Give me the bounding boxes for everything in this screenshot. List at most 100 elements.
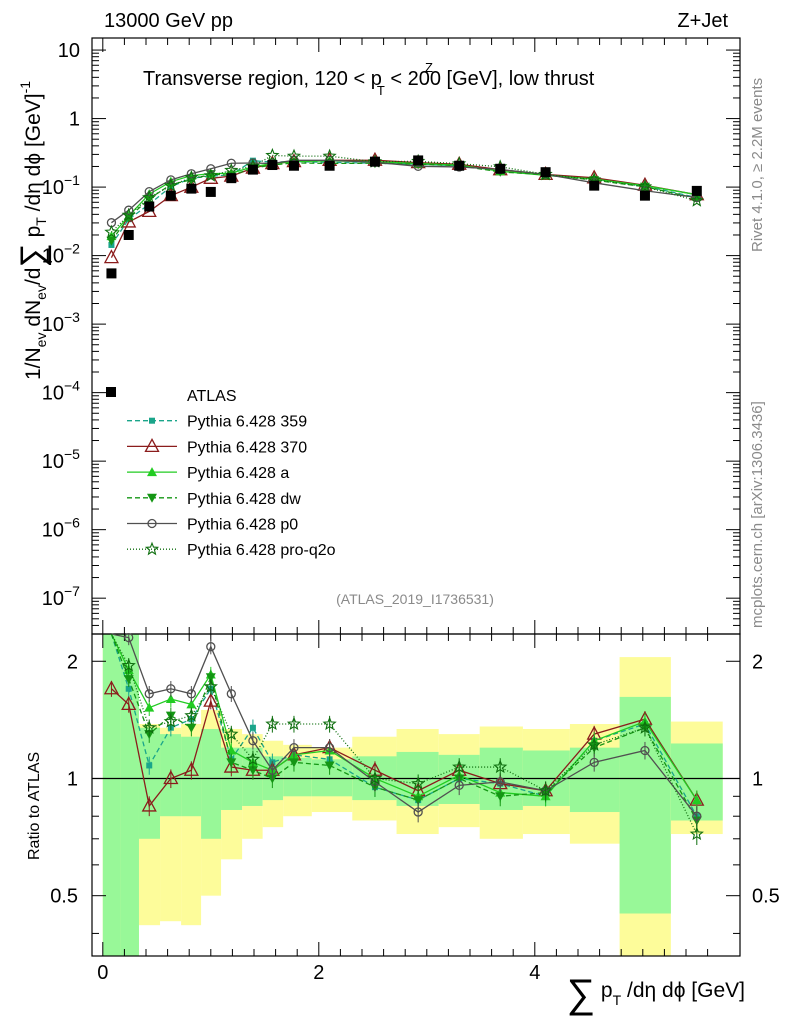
ratio-point-pp0 [144,689,154,699]
ratio-y-tick-label-left: 0.5 [50,886,78,908]
ratio-point-pq2o [587,737,602,751]
ratio-point-pp0 [124,632,134,643]
ratio-point-pp0 [495,777,505,787]
y-tick-label-exponent: −2 [64,241,80,257]
ratio-point-pq2o [689,826,704,841]
legend-marker-p359 [149,417,155,424]
data-point-atlas [106,268,117,279]
ratio-point-p359 [146,762,153,769]
main-point-pq2o [322,148,337,163]
band-inner [242,747,263,806]
x-tick-label: 2 [313,962,324,984]
ratio-point-pp0 [206,642,216,652]
y-tick-label: 10 [42,246,64,268]
main-point-pdw [691,194,702,204]
x-tick-label: 0 [97,962,108,984]
ratio-y-tick-label-right: 1 [752,768,763,790]
ratio-point-pq2o [224,726,239,741]
ratio-y-tick-label-right: 2 [752,651,763,673]
ratio-point-pp0 [186,689,197,699]
y-tick-label: 10 [42,520,64,542]
main-series [103,147,705,279]
data-point-atlas [165,190,176,201]
main-point-pq2o [163,178,178,192]
ratio-point-pq2o [493,759,508,774]
ratio-point-pdw [324,761,335,771]
main-point-pp0 [206,164,216,174]
main-point-pq2o [637,179,653,193]
header-left: 13000 GeV pp [104,10,233,32]
legend-marker-p370 [144,438,160,453]
main-point-pq2o [203,168,218,182]
legend-label-atlas: ATLAS [187,388,237,405]
main-point-pq2o [104,224,119,239]
main-point-pq2o [286,148,302,163]
data-point-atlas [144,201,155,212]
main-point-pq2o [265,147,280,162]
ratio-point-pdw [495,792,506,802]
band-inner [120,634,139,956]
ratio-point-pq2o [322,716,337,731]
data-point-atlas [186,183,197,194]
legend-label-p370: Pythia 6.428 370 [187,439,307,456]
y-tick-label-exponent: −6 [64,515,80,531]
ratio-point-pdw [226,758,237,768]
ratio-point-pq2o [203,679,218,693]
data-point-atlas [495,163,506,174]
main-line-pp0 [111,159,697,224]
ratio-point-p359 [125,685,132,692]
ratio-point-p359 [249,724,256,731]
band-inner [138,727,161,839]
ratio-point-pq2o [245,751,261,766]
ratio-point-pp0 [289,742,299,753]
side-label-mcplots: mcplots.cern.ch [arXiv:1306.3436] [749,401,766,628]
band-inner [102,634,121,956]
data-point-atlas [205,186,216,197]
legend-marker-atlas [106,387,116,397]
main-point-pdw [106,236,117,246]
ratio-point-pdw [205,673,216,683]
data-point-atlas [589,180,600,191]
main-point-pq2o [184,170,199,184]
legend-marker-pa [147,467,157,477]
side-label-rivet: Rivet 4.1.0, ≥ 2.2M events [749,78,766,252]
y-tick-label: 10 [42,383,64,405]
ratio-point-pp0 [692,811,702,821]
y-tick-label-exponent: −7 [64,583,80,599]
ratio-point-pq2o [538,783,553,797]
legend-marker-pp0 [147,518,157,529]
y-tick-label: 10 [58,40,80,62]
legend: ATLAS Pythia 6.428 359 Pythia 6.428 370 Pyt… [106,387,336,559]
ratio-point-pdw [288,758,299,768]
main-point-p370 [103,249,120,264]
ratio-point-p370 [223,758,239,773]
data-point-atlas [267,160,278,171]
x-axis-label: ∑ pT /dη dϕ [GeV] [567,972,745,1016]
ratio-point-pq2o [142,720,157,734]
ratio-series [103,632,705,845]
ratio-point-pp0 [589,757,599,768]
ratio-point-pp0 [248,736,258,746]
main-point-pp0 [226,158,236,168]
main-point-pp0 [144,186,154,197]
ratio-point-pq2o [265,716,280,731]
ratio-point-pp0 [454,780,464,791]
y-tick-label-exponent: −5 [64,446,80,462]
y-tick-label: 10 [42,177,64,199]
y-tick-label: 1 [69,109,80,131]
y-tick-label-exponent: −4 [64,378,80,394]
y-tick-label: 10 [42,588,64,610]
main-point-pq2o [142,190,157,204]
x-tick-label: 4 [529,962,540,984]
data-point-atlas [540,167,551,178]
plot-title-tail: < 200 [GeV], low thrust [385,68,595,90]
ratio-point-pq2o [286,716,302,731]
ratio-y-tick-label-left: 2 [67,651,78,673]
ratio-point-p370 [163,770,179,785]
y-tick-label: 10 [42,451,64,473]
ratio-point-pp0 [166,684,176,694]
analysis-id: (ATLAS_2019_I1736531) [336,591,494,607]
